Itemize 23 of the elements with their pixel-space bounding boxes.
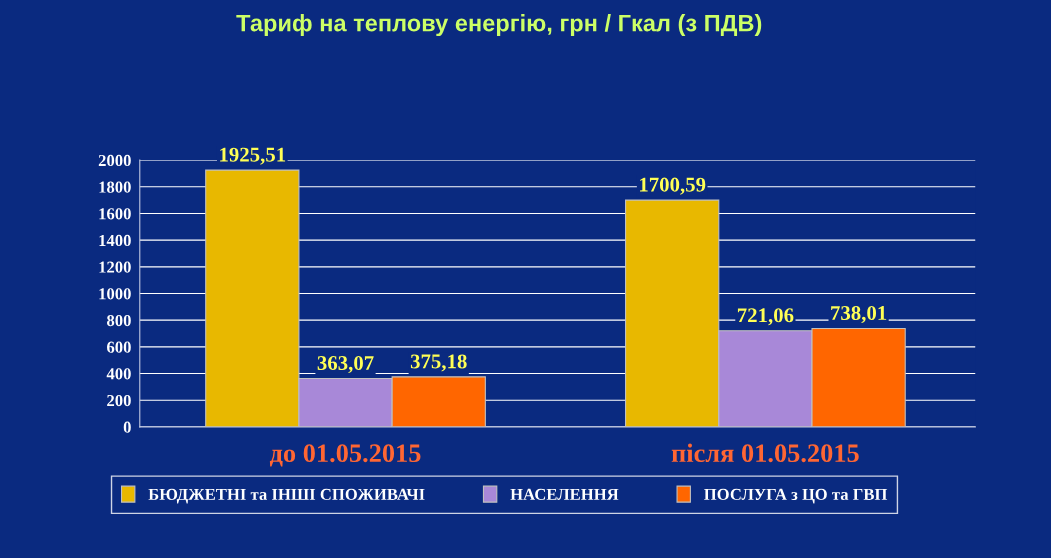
data-label: 1700,59 [640,177,706,195]
legend-label: ПОСЛУГА з ЦО та ГВП [704,488,888,504]
data-label: 363,07 [317,355,374,374]
y-tick-label: 200 [107,394,131,407]
y-tick-label: 1000 [99,288,131,300]
data-label: 1925,51 [220,147,286,165]
x-tick-label: до 01.05.2015 [269,444,421,467]
y-tick-label: 2000 [98,154,131,167]
y-tick-label: 1600 [99,208,131,220]
y-tick-label: 1400 [99,234,131,247]
y-tick-label: 600 [107,341,131,353]
y-tick-label: 1200 [99,261,131,273]
legend-label: БЮДЖЕТНІ та ІНШІ СПОЖИВАЧІ [148,488,425,504]
data-label: 721,06 [737,308,794,326]
y-tick-label: 800 [107,314,131,327]
y-tick-label: 1800 [99,181,131,193]
legend-label: НАСЕЛЕННЯ [510,488,619,500]
y-tick-label: 400 [106,368,131,380]
chart-title: Тариф на теплову енергію, грн / Гкал (з ПДВ) [236,14,762,37]
data-label: 375,18 [410,354,467,372]
y-tick-label: 0 [123,421,131,433]
x-tick-label: після 01.05.2015 [671,443,859,463]
data-label: 738,01 [831,305,887,324]
